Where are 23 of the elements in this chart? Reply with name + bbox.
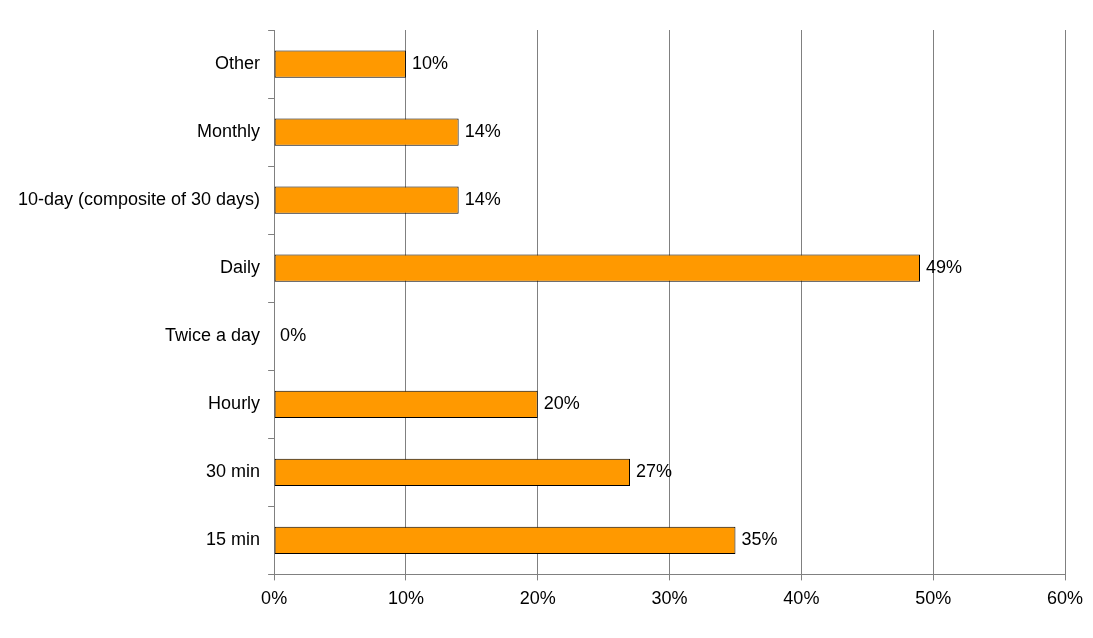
data-label: 49% <box>926 257 963 278</box>
y-tick-label: 10-day (composite of 30 days) <box>18 189 261 210</box>
data-label: 27% <box>636 461 673 482</box>
data-label: 10% <box>411 52 448 73</box>
y-tick-label: 15 min <box>206 529 261 550</box>
data-label: 14% <box>464 189 501 210</box>
y-tick-label: 30 min <box>206 461 261 482</box>
x-tick-label: 10% <box>387 588 424 609</box>
data-label: 0% <box>280 325 307 346</box>
y-tick-label: Other <box>215 52 261 73</box>
x-tick-label: 30% <box>651 588 688 609</box>
x-tick-label: 0% <box>261 588 288 609</box>
y-tick-label: Daily <box>220 257 261 278</box>
data-label: 35% <box>741 529 778 550</box>
x-tick-label: 60% <box>1046 588 1084 609</box>
data-label: 14% <box>464 121 501 142</box>
x-tick-label: 50% <box>915 588 952 609</box>
x-tick-label: 40% <box>783 588 820 609</box>
y-tick-label: Monthly <box>197 121 261 142</box>
x-tick-label: 20% <box>519 588 556 609</box>
data-label: 20% <box>543 393 580 414</box>
y-tick-label: Twice a day <box>165 325 261 346</box>
y-tick-label: Hourly <box>208 393 261 414</box>
